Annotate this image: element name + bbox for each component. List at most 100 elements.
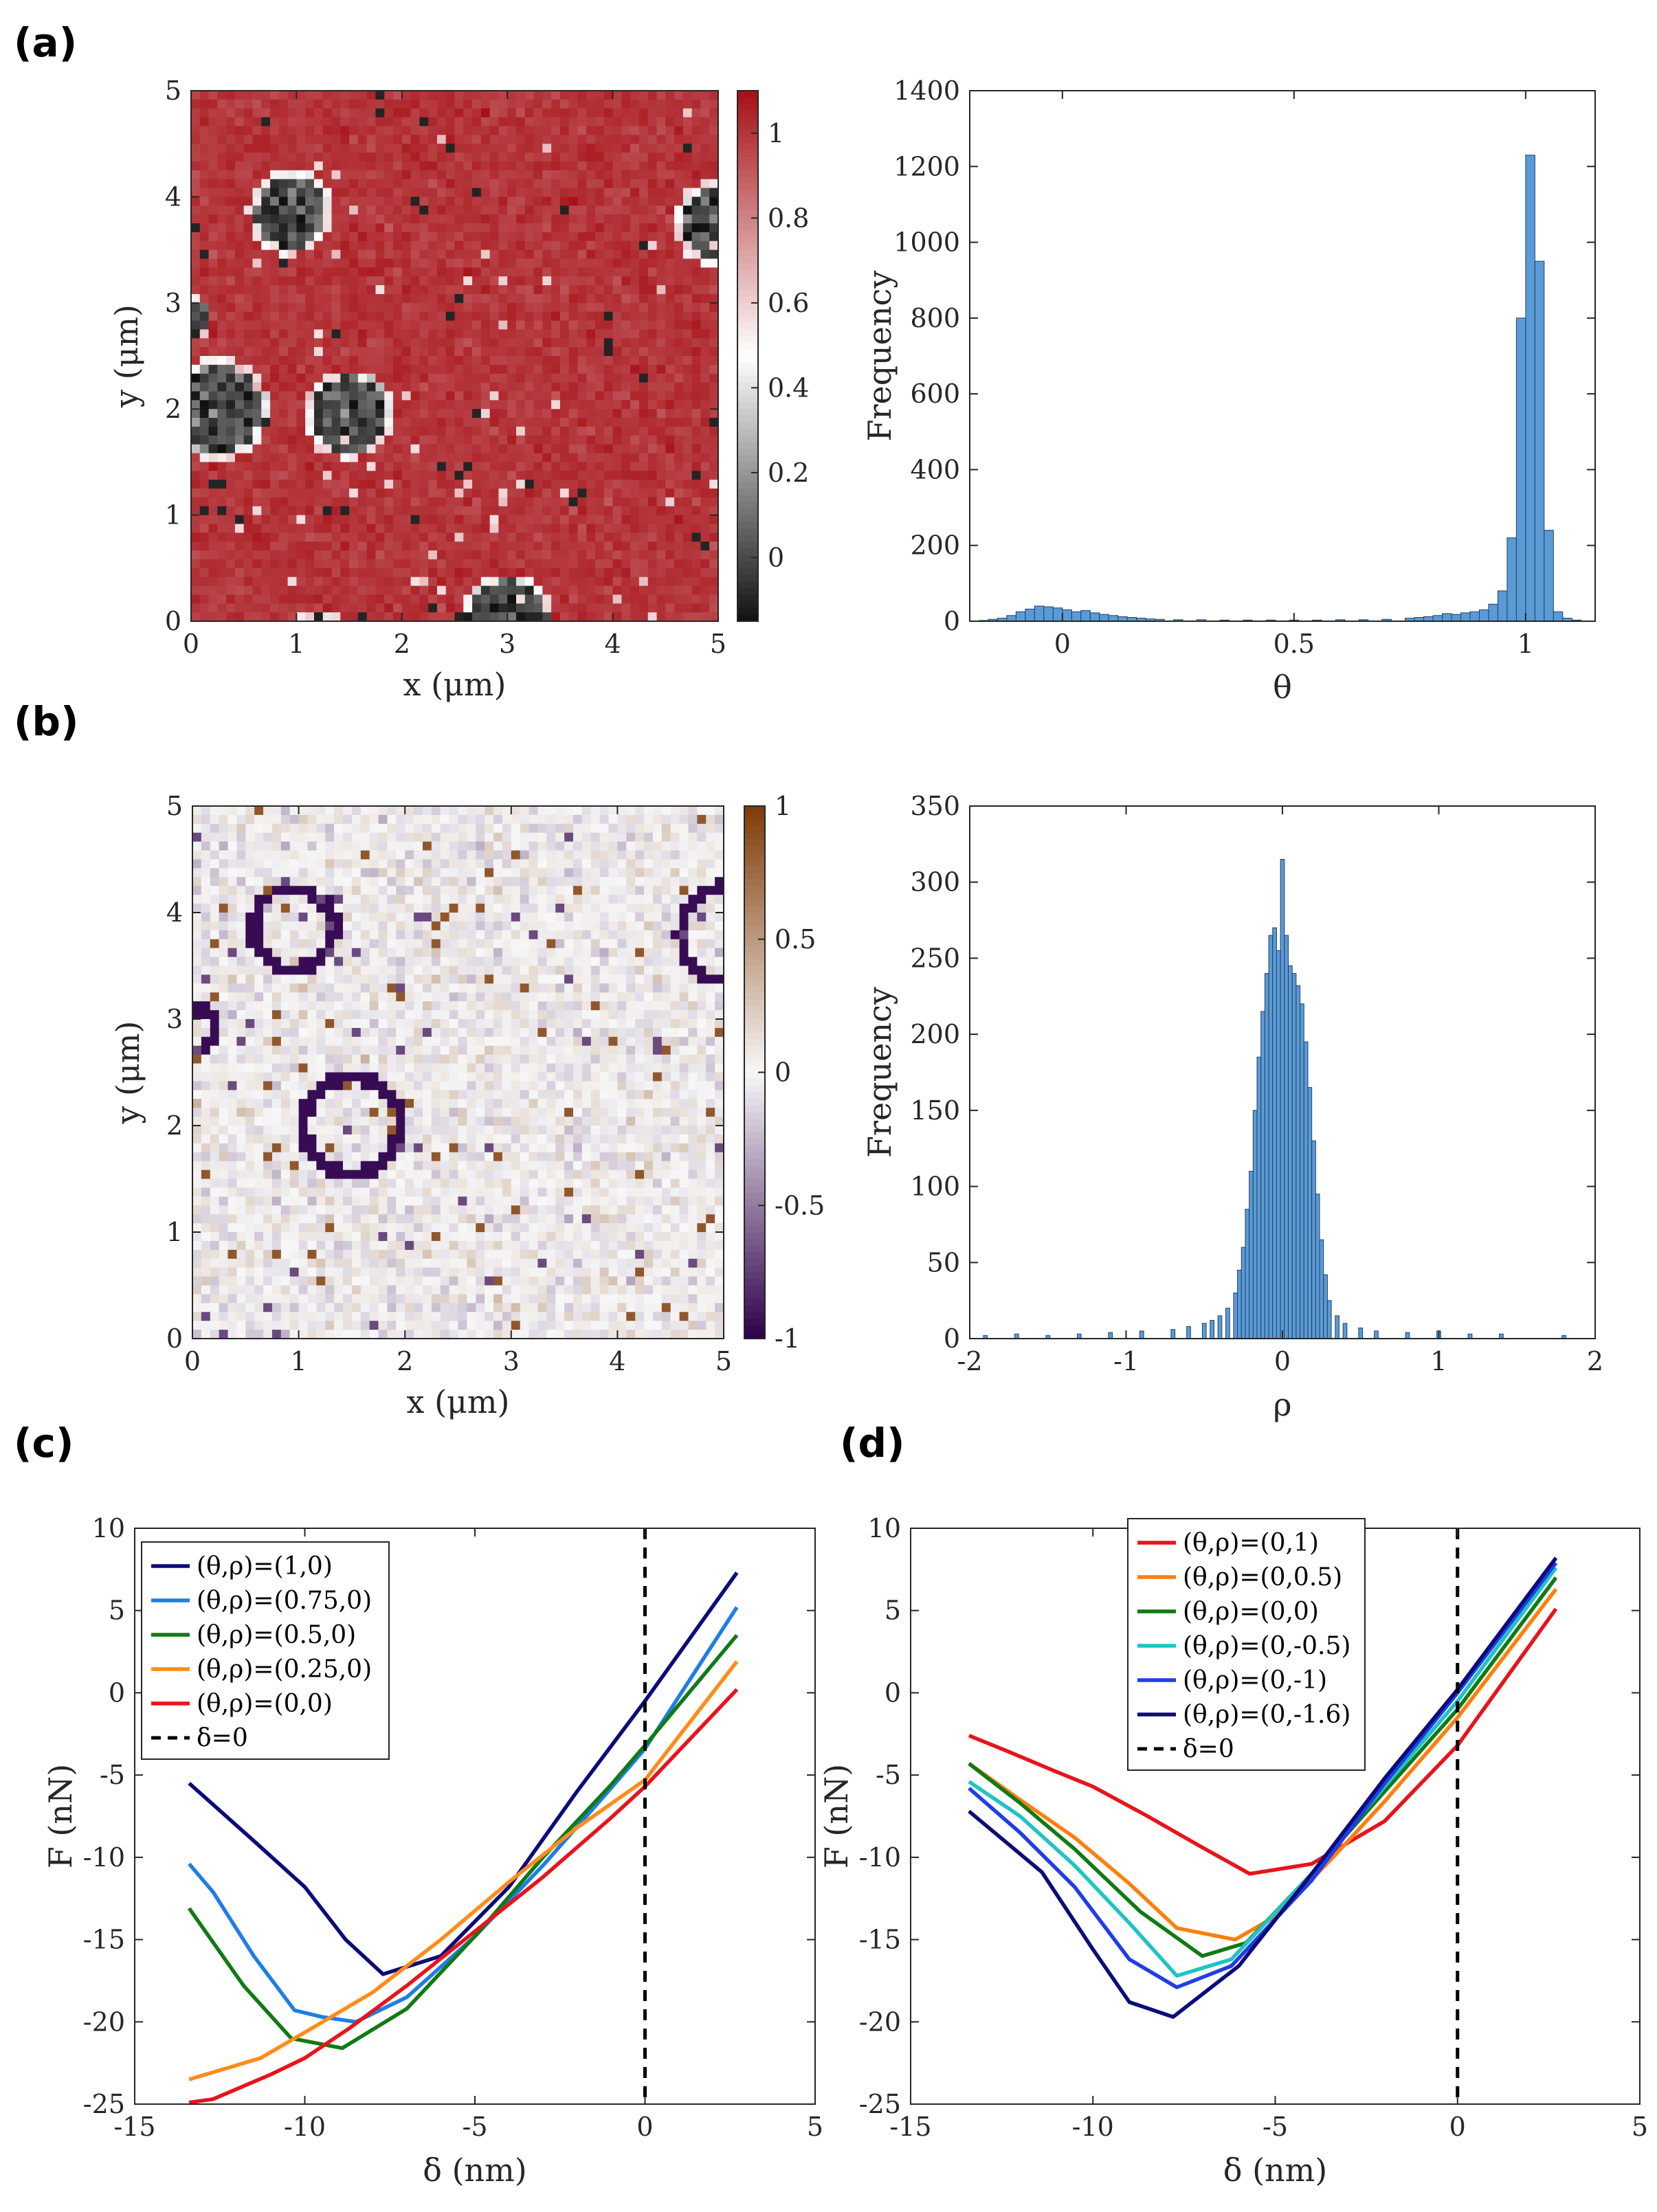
colorbar-step: [744, 846, 765, 853]
colorbar-step: [737, 190, 758, 197]
colorbar-step: [737, 455, 758, 462]
hist-bar: [1139, 1330, 1144, 1339]
y-tick-label: 1: [166, 1217, 183, 1247]
hist-bar: [1488, 603, 1498, 622]
hist-bar: [1307, 1087, 1313, 1339]
colorbar-step: [744, 866, 765, 873]
x-axis-label: x (μm): [407, 1383, 510, 1420]
colorbar-step: [744, 892, 765, 900]
y-axis-label: y (μm): [108, 304, 145, 408]
panel-label-c: (c): [14, 1420, 74, 1466]
heatmap-cells: [192, 806, 724, 1339]
legend-entry: (θ,ρ)=(0.5,0): [197, 1621, 356, 1649]
y-tick-label: 5: [885, 1596, 901, 1626]
hist-bar: [1108, 615, 1119, 622]
y-tick-label: 2: [166, 1110, 183, 1141]
hist-bar: [1288, 965, 1293, 1339]
colorbar-step: [744, 1278, 765, 1286]
colorbar-step: [744, 985, 765, 993]
colorbar-step: [744, 1119, 765, 1126]
legend-entry: (θ,ρ)=(0,1): [1183, 1529, 1319, 1557]
hist-bar: [1272, 927, 1277, 1339]
y-tick-label: 4: [165, 181, 181, 212]
y-tick-label: 5: [109, 1596, 125, 1626]
y-tick-label: 50: [927, 1247, 960, 1277]
colorbar-step: [737, 369, 758, 377]
hist-bar: [1442, 613, 1452, 622]
hist-bar: [1544, 530, 1554, 622]
hist-bar: [1260, 1011, 1265, 1339]
colorbar-step: [744, 1232, 765, 1240]
hist-bar: [1291, 973, 1297, 1339]
colorbar-step: [744, 819, 765, 827]
x-tick-label: 5: [715, 1346, 732, 1376]
colorbar-step: [737, 489, 758, 496]
colorbar-step: [737, 203, 758, 211]
colorbar-step: [737, 110, 758, 118]
y-tick-label: 3: [165, 288, 181, 318]
colorbar-step: [744, 886, 765, 893]
colorbar-step: [737, 601, 758, 609]
legend-entry: (θ,ρ)=(0.25,0): [197, 1655, 372, 1684]
colorbar-step: [744, 946, 765, 953]
colorbar-step: [737, 422, 758, 429]
hist-bar: [1311, 1140, 1316, 1339]
colorbar-step: [737, 382, 758, 390]
colorbar-step: [737, 555, 758, 562]
y-tick-label: 350: [910, 791, 960, 821]
colorbar-step: [737, 230, 758, 237]
colorbar-step: [737, 170, 758, 178]
colorbar-step: [744, 1165, 765, 1173]
colorbar-step: [737, 449, 758, 456]
series-line-5: [968, 1556, 1558, 2019]
legend-box: [141, 1541, 390, 1760]
colorbar-frame: [737, 90, 759, 622]
colorbar-step: [737, 462, 758, 469]
x-tick-label: -15: [889, 2112, 931, 2142]
x-tick-label: -1: [1113, 1346, 1139, 1376]
hist-bar: [1249, 1170, 1254, 1339]
colorbar-step: [737, 502, 758, 509]
hist-bar: [1006, 615, 1016, 622]
x-tick-label: -2: [957, 1346, 982, 1376]
colorbar-step: [737, 243, 758, 251]
hist-bar: [1034, 605, 1045, 622]
y-tick-label: 1000: [893, 227, 960, 258]
colorbar-step: [737, 435, 758, 443]
colorbar-step: [744, 1132, 765, 1139]
hist-bar: [1264, 973, 1269, 1339]
colorbar-step: [744, 1185, 765, 1193]
colorbar-step: [737, 362, 758, 370]
hist-frame: [969, 90, 1596, 622]
legend-entry-zero: δ=0: [197, 1724, 248, 1752]
colorbar-tick-label: 0.6: [768, 288, 809, 318]
colorbar-step: [737, 144, 758, 151]
x-tick-label: 1: [291, 1346, 307, 1376]
x-tick-label: -10: [1072, 2112, 1114, 2142]
panel-label-d: (d): [840, 1420, 905, 1466]
series-line-0: [188, 1571, 739, 1976]
heatmap-cells: [191, 91, 719, 622]
x-tick-label: 1: [1517, 629, 1534, 659]
hist-bar: [1217, 1315, 1223, 1339]
colorbar-step: [737, 282, 758, 291]
colorbar-step: [737, 249, 758, 257]
y-tick-label: -15: [859, 1925, 901, 1955]
colorbar-step: [744, 1245, 765, 1253]
x-tick-label: 4: [605, 629, 621, 659]
colorbar-step: [744, 1126, 765, 1133]
colorbar-tick-label: 1: [768, 118, 784, 148]
colorbar-step: [737, 495, 758, 502]
hist-bar: [1245, 1209, 1250, 1339]
colorbar-step: [744, 998, 765, 1007]
colorbar-step: [744, 1192, 765, 1200]
hist-bar: [1460, 612, 1471, 622]
y-tick-label: -15: [83, 1925, 125, 1955]
colorbar-step: [744, 806, 765, 814]
series-line-4: [968, 1561, 1558, 1989]
hist-bar: [1432, 615, 1443, 622]
colorbar-tick-label: -0.5: [775, 1190, 825, 1220]
x-axis-label: δ (nm): [1223, 2152, 1327, 2189]
colorbar-step: [744, 826, 765, 834]
